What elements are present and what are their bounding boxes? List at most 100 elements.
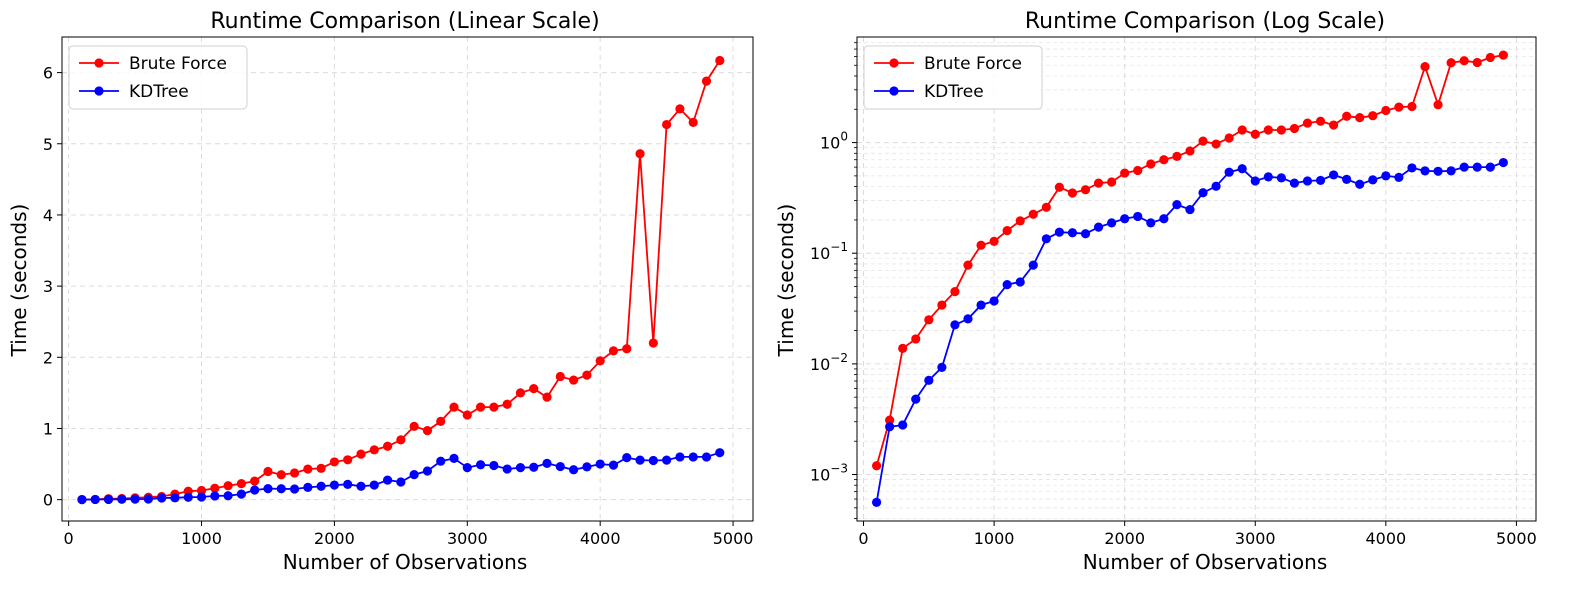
linear-x-tick-label: 2000 [314, 529, 355, 548]
linear-x-tick-label: 4000 [580, 529, 621, 548]
linear-brute-force-point [701, 76, 712, 86]
log-brute-force-point [1080, 185, 1091, 195]
log-x-tick-label: 2000 [1104, 529, 1145, 548]
linear-brute-force-point [449, 402, 459, 412]
log-brute-force-point [1054, 182, 1064, 192]
linear-x-tick-label: 3000 [447, 529, 488, 548]
log-kdtree-point [1289, 178, 1300, 188]
log-kdtree-point [1133, 211, 1143, 222]
log-kdtree-point [871, 497, 882, 507]
linear-brute-force-point [688, 117, 698, 128]
log-kdtree-point [1263, 172, 1273, 182]
linear-kdtree-point [662, 455, 672, 465]
log-brute-force-point [1368, 111, 1378, 121]
log-brute-force-point [1459, 56, 1469, 66]
log-kdtree-point [1172, 200, 1182, 210]
log-brute-force-point [1315, 116, 1326, 126]
linear-kdtree-point [555, 461, 565, 472]
linear-x-tick-label: 0 [64, 529, 74, 548]
linear-kdtree-point [276, 484, 286, 494]
log-x-tick-label: 1000 [974, 529, 1015, 548]
log-legend-brute-force-label: Brute Force [924, 54, 1022, 74]
log-y-tick-label: 10−2 [810, 351, 848, 374]
linear-brute-force-point [329, 457, 340, 467]
log-grid [857, 37, 1536, 521]
log-kdtree-point [911, 394, 921, 404]
linear-x-axis-label: Number of Observations [283, 550, 528, 574]
log-brute-force-point [1224, 133, 1234, 143]
log-kdtree-point [1093, 222, 1104, 232]
log-brute-force-point [1198, 136, 1208, 146]
log-kdtree-point [1407, 163, 1417, 173]
log-kdtree-point [963, 314, 973, 324]
log-chart-title: Runtime Comparison (Log Scale) [1025, 9, 1385, 34]
log-kdtree-point [1472, 162, 1482, 172]
linear-brute-force-point [489, 402, 499, 412]
linear-kdtree-point [263, 484, 273, 494]
log-kdtree-point [1054, 227, 1064, 237]
log-brute-force-point [1472, 57, 1482, 68]
log-kdtree-point [1107, 218, 1117, 228]
log-brute-force-point [1263, 125, 1273, 135]
log-y-tick-label: 10−3 [810, 462, 848, 485]
log-x-tick-label: 3000 [1235, 529, 1276, 548]
linear-brute-force-point [343, 455, 353, 465]
linear-kdtree-point [223, 491, 233, 501]
log-brute-force-point [1015, 216, 1025, 226]
log-brute-force-point [989, 236, 999, 246]
log-legend-kdtree-marker [889, 86, 899, 96]
log-kdtree-point [1446, 166, 1456, 176]
linear-brute-force-line [81, 60, 721, 501]
linear-grid [62, 37, 753, 521]
linear-brute-force-point [515, 388, 526, 398]
linear-kdtree-point [569, 465, 579, 475]
log-brute-force-point [1355, 113, 1365, 123]
linear-brute-force-point [475, 402, 486, 412]
log-brute-force-point [898, 343, 908, 353]
linear-legend-kdtree-label: KDTree [129, 82, 189, 102]
linear-brute-force-point [635, 149, 645, 159]
linear-legend-brute-force-marker [94, 58, 104, 68]
linear-kdtree-point [316, 481, 326, 491]
log-brute-force-point [950, 286, 960, 297]
linear-brute-force-point [662, 119, 672, 130]
log-brute-force-point [1107, 177, 1117, 187]
linear-brute-force-point [356, 449, 366, 459]
log-kdtree-point [1498, 157, 1508, 168]
linear-brute-force-point [382, 441, 393, 451]
linear-brute-force-point [715, 55, 725, 66]
log-legend: Brute Force KDTree [863, 45, 1043, 110]
log-kdtree-point [1381, 171, 1391, 181]
log-brute-force-point [1276, 125, 1286, 135]
log-brute-force-point [1394, 102, 1404, 112]
log-brute-force-point [1433, 100, 1443, 110]
log-y-tick-label: 100 [820, 130, 848, 153]
linear-kdtree-point [489, 460, 499, 471]
linear-kdtree-point [409, 469, 419, 480]
linear-x-tick-label: 5000 [713, 529, 754, 548]
linear-kdtree-point [688, 452, 698, 462]
linear-kdtree-point [542, 458, 552, 468]
linear-brute-force-point [236, 479, 246, 489]
linear-kdtree-point [502, 464, 512, 474]
linear-legend: Brute Force KDTree [68, 45, 248, 110]
linear-kdtree-point [422, 466, 433, 476]
linear-y-tick-label: 0 [43, 491, 53, 510]
log-kdtree-point [1433, 166, 1443, 176]
linear-brute-force-point [675, 104, 685, 114]
log-kdtree-point [1211, 181, 1221, 191]
linear-kdtree-point [329, 480, 340, 490]
log-brute-force-point [871, 461, 882, 471]
linear-brute-force-point [396, 435, 406, 445]
log-brute-force-point [1028, 209, 1038, 219]
log-x-tick-label: 0 [858, 529, 868, 548]
linear-brute-force-point [303, 464, 313, 474]
log-kdtree-point [1302, 176, 1313, 186]
linear-kdtree-point [236, 489, 246, 499]
linear-kdtree-point [449, 453, 459, 463]
log-series-kdtree [871, 157, 1508, 507]
linear-plot-frame [61, 36, 754, 522]
linear-kdtree-point [130, 494, 140, 504]
linear-kdtree-point [170, 493, 180, 503]
